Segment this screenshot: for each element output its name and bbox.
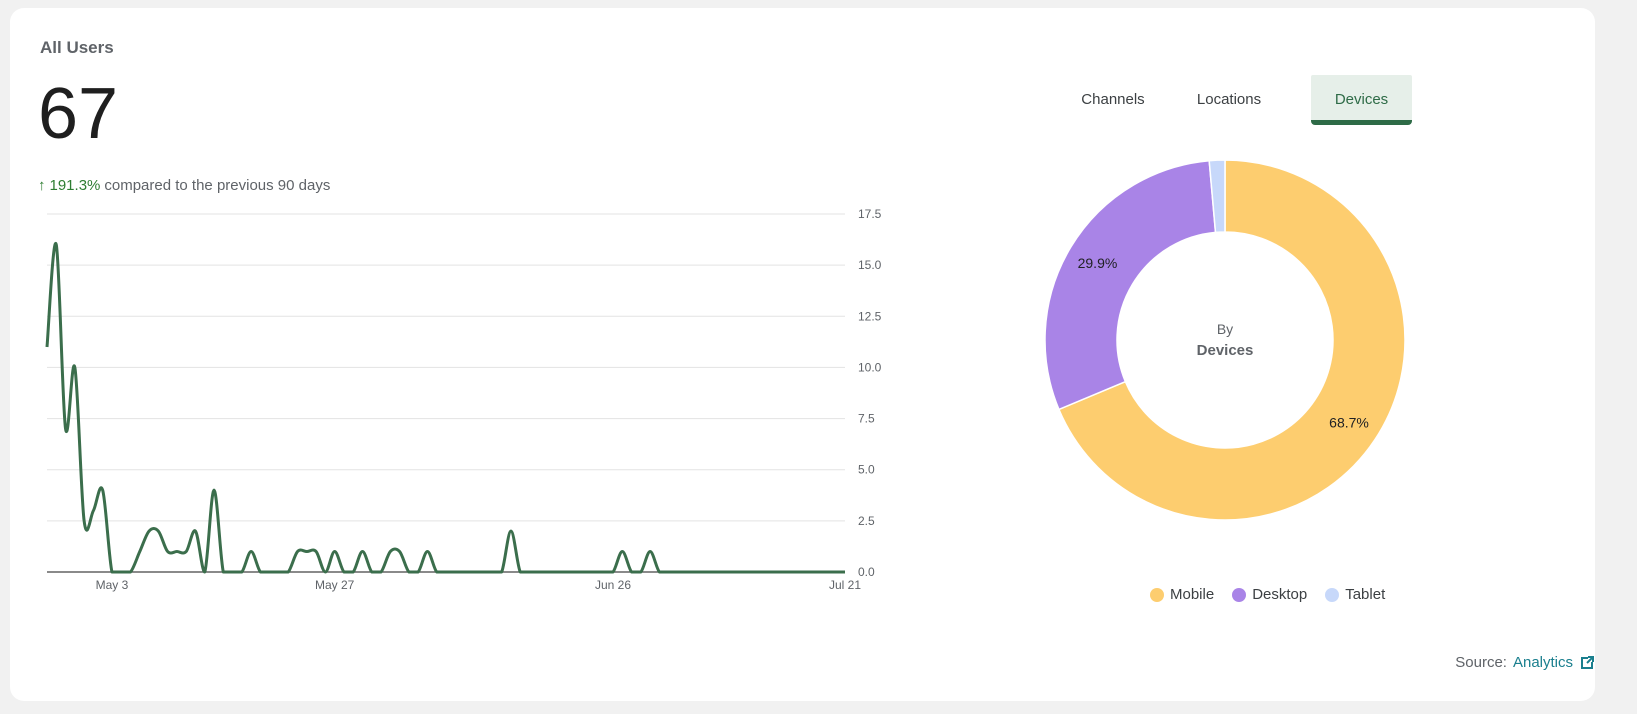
tab-channels[interactable]: Channels <box>1081 91 1145 108</box>
users-line-chart: 0.0 2.5 5.0 7.5 10.0 12.5 15.0 17.5 May 3 May 27 J… <box>45 207 882 592</box>
change-percent: 191.3% <box>49 177 101 194</box>
y-tick-label: 10.0 <box>858 360 882 374</box>
legend-label: Tablet <box>1345 586 1386 603</box>
legend-swatch-tablet <box>1325 587 1340 602</box>
external-link-icon[interactable] <box>1579 655 1595 671</box>
source-prefix: Source: <box>1455 654 1507 671</box>
x-tick-label: May 27 <box>315 578 355 592</box>
legend-swatch-mobile <box>1150 587 1164 602</box>
x-tick-label: Jul 21 <box>829 578 861 592</box>
y-tick-label: 2.5 <box>858 514 875 528</box>
legend-item-tablet[interactable]: Tablet <box>1325 586 1385 603</box>
y-tick-label: 12.5 <box>858 309 882 323</box>
card-title: All Users <box>40 38 114 57</box>
donut-legend: Mobile Desktop Tablet <box>1150 586 1385 603</box>
legend-item-desktop[interactable]: Desktop <box>1232 586 1307 603</box>
users-series-line <box>45 242 845 574</box>
legend-swatch-desktop <box>1232 587 1247 602</box>
analytics-link[interactable]: Analytics <box>1512 654 1573 671</box>
legend-label: Mobile <box>1170 586 1215 603</box>
tab-locations[interactable]: Locations <box>1196 91 1262 108</box>
y-tick-label: 17.5 <box>858 207 882 221</box>
y-tick-label: 0.0 <box>858 565 875 579</box>
change-text: compared to the previous 90 days <box>104 177 331 194</box>
y-tick-label: 15.0 <box>858 258 882 272</box>
x-tick-label: May 3 <box>96 578 129 592</box>
change-indicator: ↑ 191.3% compared to the previous 90 day… <box>38 177 330 194</box>
tab-devices[interactable]: Devices <box>1311 75 1412 125</box>
total-users-value: 67 <box>38 74 119 154</box>
y-tick-label: 7.5 <box>858 412 875 426</box>
legend-item-mobile[interactable]: Mobile <box>1150 586 1214 603</box>
arrow-up-icon: ↑ <box>38 177 46 194</box>
source-attribution: Source: Analytics <box>1455 654 1595 671</box>
y-tick-label: 5.0 <box>858 463 875 477</box>
x-tick-label: Jun 26 <box>595 578 631 592</box>
legend-label: Desktop <box>1252 586 1308 603</box>
